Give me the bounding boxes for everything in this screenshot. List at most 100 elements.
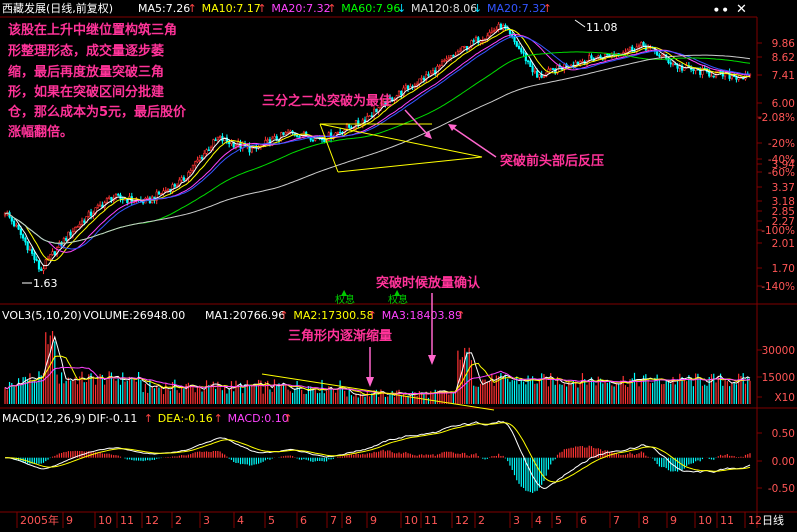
candle-body — [549, 68, 552, 70]
legend-item: MA5:7.26 — [138, 2, 190, 15]
candle-body — [76, 226, 79, 228]
date-tick-label: 5 — [555, 514, 562, 527]
candle-body — [597, 55, 600, 59]
candle-body — [461, 46, 464, 52]
candle-body — [323, 138, 326, 143]
candle-body — [402, 87, 405, 96]
ma20-line — [4, 33, 751, 253]
candle-body — [368, 115, 371, 118]
svg-text:权息: 权息 — [388, 293, 408, 306]
axis-tick-label: 7.41 — [772, 70, 795, 82]
candle-body — [96, 204, 99, 208]
svg-text:▲: ▲ — [394, 288, 401, 297]
candle-body — [60, 242, 63, 246]
candle-body — [692, 69, 695, 71]
date-tick-label: 12 — [748, 514, 762, 527]
candle-body — [538, 74, 541, 78]
candle-body — [631, 46, 634, 52]
candle-body — [533, 70, 536, 73]
close-icon[interactable]: ✕ — [736, 2, 747, 17]
axis-tick-label: 2.27 — [772, 216, 795, 228]
candle-body — [171, 184, 174, 192]
svg-text:权息: 权息 — [335, 293, 355, 306]
macd-legend: DIF:-0.11 ↑ DEA:-0.16 ↑ MACD:0.10↑ — [88, 412, 293, 425]
candle-body — [656, 51, 659, 56]
candle-body — [209, 146, 213, 151]
candle-body — [522, 51, 525, 54]
date-tick-label: 9 — [670, 514, 677, 527]
legend-item: MA20:7.32 — [271, 2, 330, 15]
legend-item: MACD:0.10 — [228, 412, 289, 425]
period-label[interactable]: 日线 — [762, 513, 784, 527]
candle-body — [117, 193, 120, 196]
volume-label: VOL3(5,10,20) — [2, 309, 82, 322]
volume-shrink-note: 三角形内逐渐缩量 — [288, 328, 392, 344]
candle-body — [298, 136, 301, 138]
date-tick-label: 6 — [300, 514, 307, 527]
ellipsis-icon[interactable]: ∙∙ — [712, 2, 730, 18]
candle-body — [207, 149, 210, 152]
candle-body — [205, 149, 208, 154]
date-tick-label: 12 — [145, 514, 159, 527]
breakout-note: 三分之二处突破为最佳 — [262, 93, 392, 109]
date-tick-label: 4 — [237, 514, 244, 527]
candle-body — [658, 54, 661, 57]
legend-item: MA60:7.96 — [341, 2, 400, 15]
volume-axis: 30000 15000 X10 — [757, 345, 795, 404]
candle-body — [449, 55, 453, 59]
ma5-line — [4, 26, 751, 267]
candle-body — [196, 159, 199, 163]
candle-body — [230, 141, 233, 145]
date-tick-label: 9 — [370, 514, 377, 527]
candle-body — [701, 68, 704, 75]
candle-body — [51, 251, 54, 255]
candle-body — [418, 78, 421, 85]
candle-body — [19, 228, 22, 235]
date-tick-label: 11 — [720, 514, 734, 527]
down-arrow-icon: ↓ — [473, 2, 482, 15]
axis-tick-label: 3.37 — [772, 182, 795, 194]
candle-body — [427, 74, 430, 76]
candle-body — [388, 97, 392, 100]
candle-body — [443, 60, 446, 62]
candle-body — [728, 71, 731, 79]
candle-body — [53, 251, 56, 256]
candle-body — [515, 41, 518, 47]
candle-body — [493, 30, 496, 33]
candle-body — [99, 204, 102, 207]
legend-item: MA10:7.17 — [202, 2, 261, 15]
ma20b-line — [4, 35, 751, 250]
ma-legend: MA5:7.26↑ MA10:7.17↑ MA20:7.32↑ MA60:7.96↓ M… — [138, 2, 552, 15]
candle-body — [470, 40, 473, 47]
candle-body — [282, 132, 285, 135]
axis-tick-label: 6.00 — [772, 98, 795, 110]
candle-body — [710, 75, 713, 78]
candle-body — [445, 58, 448, 61]
candle-body — [160, 193, 163, 195]
candle-body — [214, 139, 217, 142]
legend-item: MA1:20766.96 — [205, 309, 285, 322]
up-arrow-icon: ↑ — [188, 2, 197, 15]
candle-body — [189, 170, 192, 173]
candle-body — [296, 134, 299, 137]
date-tick-label: 2 — [478, 514, 485, 527]
axis-tick-label: -2.08% — [758, 112, 795, 124]
candle-body — [429, 72, 432, 76]
candle-body — [463, 45, 466, 48]
legend-item: MA2:17300.58 — [293, 309, 373, 322]
ma120-line — [4, 54, 751, 244]
axis-tick-label: 30000 — [762, 345, 795, 357]
candle-body — [669, 62, 672, 65]
ex-rights-markers: ▲ 权息 ▲ 权息 — [335, 288, 408, 306]
candle-body — [22, 234, 25, 239]
date-tick-label: 3 — [203, 514, 210, 527]
price-pane: 11.08 1.63 该股在上升中继位置构筑三角 形整理形态，成交量逐步萎 缩，… — [3, 19, 752, 290]
candle-body — [397, 90, 401, 97]
candle-body — [219, 136, 222, 138]
candle-body — [173, 184, 176, 187]
pullback-note: 突破前头部后反压 — [500, 153, 604, 169]
date-tick-label: 3 — [513, 514, 520, 527]
candle-body — [311, 139, 315, 142]
axis-tick-label: -40% — [768, 154, 795, 166]
candle-body — [529, 61, 532, 67]
